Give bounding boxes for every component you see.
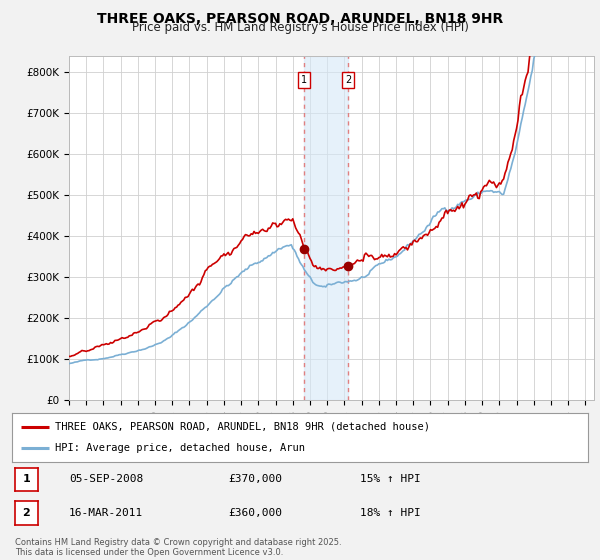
Text: £370,000: £370,000 <box>228 474 282 484</box>
Bar <box>304 56 348 400</box>
Text: 05-SEP-2008: 05-SEP-2008 <box>69 474 143 484</box>
Text: 16-MAR-2011: 16-MAR-2011 <box>69 508 143 518</box>
Text: THREE OAKS, PEARSON ROAD, ARUNDEL, BN18 9HR: THREE OAKS, PEARSON ROAD, ARUNDEL, BN18 … <box>97 12 503 26</box>
Text: Price paid vs. HM Land Registry's House Price Index (HPI): Price paid vs. HM Land Registry's House … <box>131 21 469 34</box>
Text: 18% ↑ HPI: 18% ↑ HPI <box>360 508 421 518</box>
Text: Contains HM Land Registry data © Crown copyright and database right 2025.
This d: Contains HM Land Registry data © Crown c… <box>15 538 341 557</box>
Text: HPI: Average price, detached house, Arun: HPI: Average price, detached house, Arun <box>55 443 305 453</box>
Text: THREE OAKS, PEARSON ROAD, ARUNDEL, BN18 9HR (detached house): THREE OAKS, PEARSON ROAD, ARUNDEL, BN18 … <box>55 422 430 432</box>
Text: 1: 1 <box>23 474 30 484</box>
Text: 2: 2 <box>23 508 30 518</box>
Text: 1: 1 <box>301 75 308 85</box>
Text: £360,000: £360,000 <box>228 508 282 518</box>
Text: 15% ↑ HPI: 15% ↑ HPI <box>360 474 421 484</box>
Text: 2: 2 <box>345 75 351 85</box>
